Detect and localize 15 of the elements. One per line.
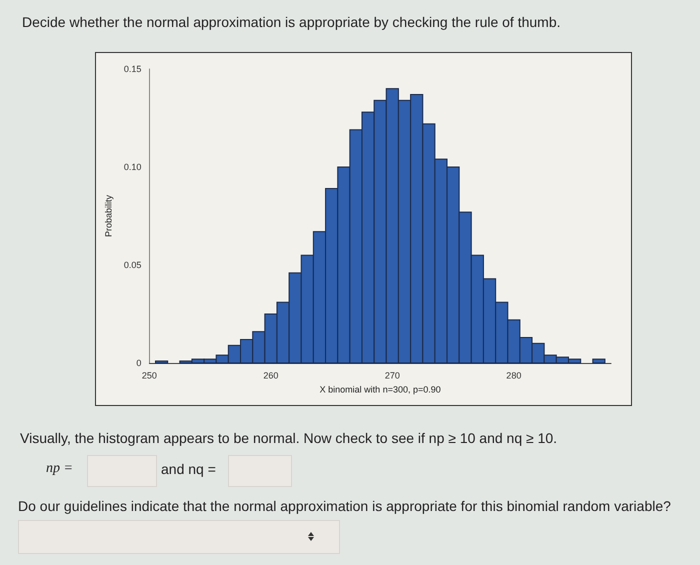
text: Visually, the histogram appears to be normal. Now check to see if np ≥ 10 and nq ≥ 10. bbox=[20, 430, 558, 446]
x-tick-label: 250 bbox=[142, 370, 157, 380]
x-axis-title: X binomial with n=300, p=0.90 bbox=[320, 384, 441, 394]
chart-title: Decide whether the normal approximation is appropriate by checking the rule of thumb. bbox=[22, 14, 561, 30]
y-tick-label: 0 bbox=[136, 358, 142, 368]
y-tick-label: 0.10 bbox=[124, 162, 142, 172]
y-tick-label: 0.05 bbox=[124, 260, 142, 270]
text: and nq = bbox=[161, 461, 216, 477]
text: Do our guidelines indicate that the normal approximation is appropriate for this binomial random variable? bbox=[18, 498, 671, 514]
x-tick-label: 260 bbox=[263, 370, 278, 380]
x-tick-label: 280 bbox=[506, 370, 522, 380]
y-axis-title: Probability bbox=[104, 194, 114, 238]
y-tick-label: 0.15 bbox=[124, 64, 142, 74]
text: np = bbox=[46, 461, 73, 477]
x-tick-label: 270 bbox=[384, 370, 400, 380]
